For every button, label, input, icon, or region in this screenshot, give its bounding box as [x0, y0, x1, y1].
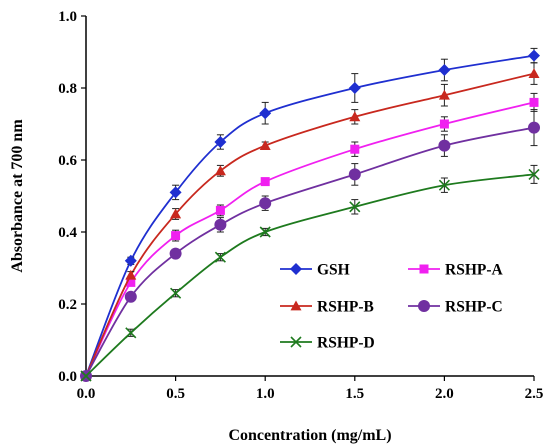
legend-label: GSH	[317, 262, 350, 279]
x-marker-stroke	[125, 327, 137, 339]
x-tick-label: 0.5	[166, 386, 185, 402]
data-point	[124, 254, 137, 267]
data-point	[349, 111, 361, 122]
data-point	[259, 197, 272, 210]
legend-label: RSHP-A	[445, 262, 504, 279]
data-point	[528, 49, 540, 62]
legend-item-rshp-b: RSHP-B	[280, 299, 374, 316]
data-point	[348, 82, 361, 94]
data-point	[171, 231, 181, 241]
legend-item-rshp-d: RSHP-D	[280, 335, 375, 352]
data-point	[528, 121, 540, 134]
series-line-rshp-a	[85, 101, 535, 377]
x-marker-stroke	[528, 168, 540, 180]
data-point	[438, 179, 450, 191]
x-marker-stroke	[214, 251, 226, 263]
data-point	[214, 165, 226, 176]
x-marker-stroke	[438, 179, 450, 191]
data-point	[215, 205, 225, 215]
legend-marker	[290, 336, 302, 348]
data-point	[348, 168, 361, 181]
data-point	[350, 144, 360, 154]
x-marker-stroke	[170, 287, 182, 299]
y-tick-label: 0.2	[58, 297, 77, 313]
legend-label: RSHP-B	[317, 299, 374, 316]
series-rshp-d	[80, 164, 540, 382]
legend: GSH RSHP-A RSHP-B RSHP-C RSHP-D	[280, 262, 504, 352]
x-marker-stroke	[80, 370, 92, 382]
data-point	[214, 218, 227, 231]
data-point	[259, 226, 271, 238]
data-point	[528, 168, 540, 180]
legend-item-rshp-a: RSHP-A	[408, 262, 504, 279]
y-tick-label: 0.4	[58, 225, 77, 241]
data-point	[125, 269, 137, 280]
series-rshp-a	[81, 92, 539, 381]
data-point	[124, 290, 137, 303]
x-axis-title: Concentration (mg/mL)	[228, 427, 391, 444]
y-axis-title: Absorbance at 700 nm	[9, 119, 26, 273]
y-tick-label: 0.8	[58, 81, 77, 97]
data-point	[214, 136, 227, 148]
legend-marker	[418, 300, 430, 312]
series-line-gsh	[85, 54, 535, 377]
series-layer	[80, 47, 540, 382]
series-gsh	[80, 47, 540, 382]
data-point	[349, 201, 361, 213]
legend-marker	[290, 263, 302, 275]
data-point	[438, 139, 451, 152]
legend-item-gsh: GSH	[280, 262, 350, 279]
series-rshp-b	[80, 62, 540, 381]
data-point	[259, 140, 271, 150]
legend-marker	[419, 264, 429, 274]
x-marker-stroke	[290, 336, 302, 348]
data-point	[169, 186, 182, 199]
legend-marker	[290, 300, 302, 311]
y-tick-label: 0.6	[58, 153, 77, 169]
legend-label: RSHP-C	[445, 299, 503, 316]
x-tick-label: 1.5	[345, 386, 364, 402]
x-tick-label: 2.0	[435, 386, 454, 402]
data-point	[126, 277, 136, 287]
data-point	[214, 251, 226, 263]
legend-label: RSHP-D	[317, 335, 375, 352]
data-point	[439, 119, 449, 129]
data-point	[170, 287, 182, 299]
axes: 0.0 0.5 1.0 1.5 2.0 2.5 0.0 0.2 0.4 0.6 0.8 1.0	[58, 9, 543, 402]
x-tick-label: 2.5	[525, 386, 544, 402]
x-tick-label: 1.0	[256, 386, 275, 402]
data-point	[438, 64, 451, 76]
data-point	[259, 107, 272, 120]
data-point	[438, 89, 450, 100]
data-point	[169, 247, 182, 260]
data-point	[170, 208, 182, 219]
y-tick-label: 1.0	[58, 9, 77, 25]
legend-item-rshp-c: RSHP-C	[408, 299, 503, 316]
data-point	[260, 177, 270, 187]
x-marker-stroke	[349, 201, 361, 213]
data-point	[80, 370, 92, 382]
data-point	[528, 68, 540, 78]
data-point	[529, 97, 539, 107]
series-rshp-c	[80, 109, 540, 382]
x-tick-label: 0.0	[77, 386, 96, 402]
data-point	[125, 327, 137, 339]
y-tick-label: 0.0	[58, 369, 77, 385]
x-marker-stroke	[259, 226, 271, 238]
